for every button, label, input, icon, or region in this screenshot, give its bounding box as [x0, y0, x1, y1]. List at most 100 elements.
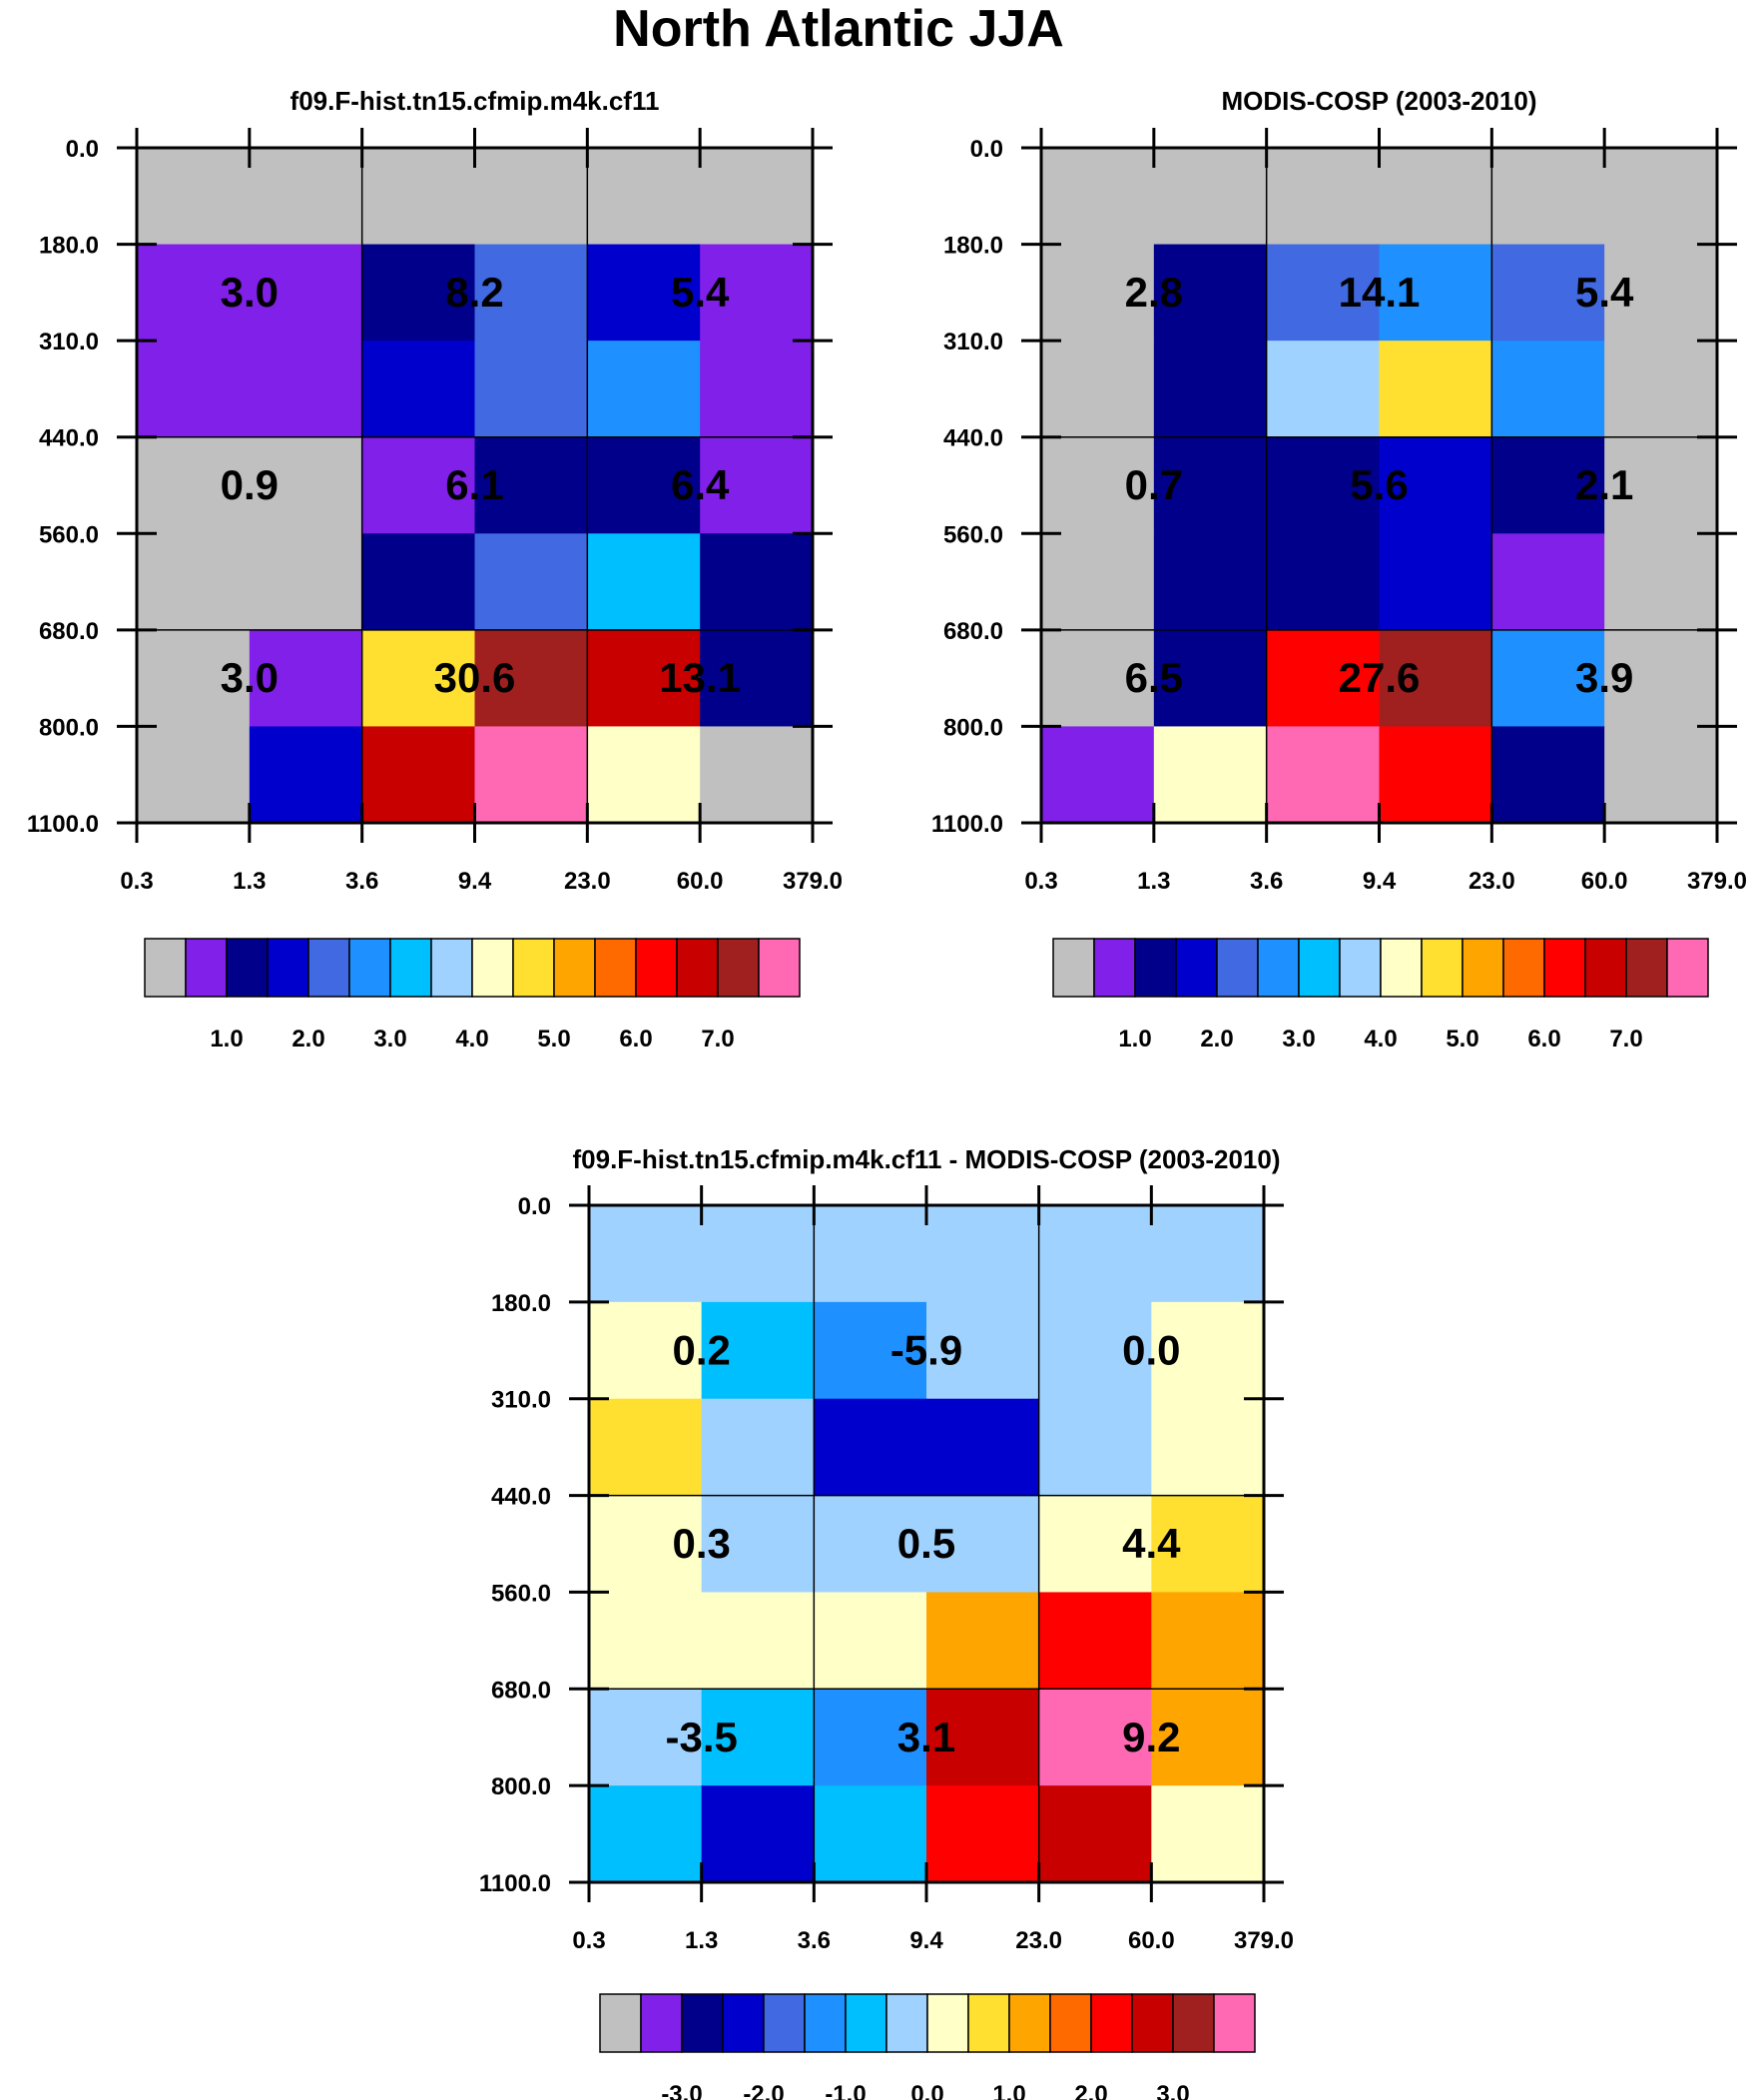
colorbar-swatch [885, 1993, 928, 2053]
box-value-label: 8.2 [445, 269, 503, 316]
box-value-label: 13.1 [659, 654, 741, 701]
heatmap-cell [361, 726, 476, 824]
heatmap-cell [1041, 436, 1155, 534]
colorbar-swatch [1502, 938, 1545, 998]
heatmap-cell [700, 148, 814, 246]
x-tick-label: 3.6 [345, 868, 378, 895]
heatmap-cell [926, 1301, 1040, 1400]
colorbar-swatch [430, 938, 473, 998]
heatmap-cell [1379, 726, 1492, 824]
heatmap-cell [1151, 1205, 1265, 1303]
x-tick-label: 0.3 [572, 1927, 605, 1954]
heatmap-cell [587, 629, 701, 728]
colorbar-swatch [681, 1993, 724, 2053]
colorbar-swatch [1380, 938, 1423, 998]
heatmap-cell [587, 244, 701, 342]
heatmap-cell [814, 1301, 927, 1400]
heatmap-cell [589, 1689, 703, 1786]
colorbar-label: 1.0 [210, 1026, 243, 1052]
heatmap-cell [474, 436, 588, 534]
heatmap-cell [701, 1785, 815, 1883]
x-tick-label: 379.0 [1234, 1927, 1294, 1954]
heatmap-cell [1266, 436, 1381, 534]
figure-title: North Atlantic JJA [613, 0, 1064, 58]
heatmap-cell [1038, 1398, 1152, 1497]
heatmap-cell [587, 726, 701, 824]
heatmap-cell [1266, 726, 1381, 824]
heatmap-cell [1491, 629, 1605, 728]
x-tick-label: 379.0 [1687, 868, 1747, 895]
colorbar-label: 7.0 [1609, 1026, 1642, 1052]
heatmap-cell [701, 1495, 815, 1594]
colorbar-swatch [185, 938, 228, 998]
heatmap-cell [1041, 629, 1155, 728]
colorbar-swatch [758, 938, 801, 998]
box-value-label: 30.6 [434, 654, 516, 701]
heatmap-cell [1266, 341, 1381, 438]
y-tick-label: 180.0 [39, 233, 99, 260]
colorbar-label: -3.0 [661, 2081, 702, 2100]
box-value-label: 0.3 [672, 1520, 730, 1567]
y-tick-label: 440.0 [39, 425, 99, 452]
heatmap-cell [1151, 1592, 1265, 1690]
heatmap-cell [814, 1592, 927, 1690]
heatmap-cell [814, 1495, 927, 1594]
x-tick-label: 3.6 [798, 1927, 831, 1954]
heatmap-cell [249, 533, 363, 631]
heatmap-cell [1491, 341, 1605, 438]
heatmap-cell [1604, 341, 1718, 438]
y-tick-label: 180.0 [943, 233, 1003, 260]
box-value-label: 2.8 [1125, 269, 1183, 316]
colorbar-swatch [1213, 1993, 1256, 2053]
heatmap-cell [1266, 148, 1381, 246]
box-value-label: 3.9 [1575, 654, 1633, 701]
heatmap-cell [1151, 1398, 1265, 1497]
colorbar-swatch [1462, 938, 1504, 998]
heatmap-cell [1491, 148, 1605, 246]
y-tick-label: 310.0 [491, 1387, 551, 1414]
heatmap-cell [361, 533, 476, 631]
heatmap-cell [589, 1785, 703, 1883]
y-tick-label: 800.0 [491, 1773, 551, 1800]
y-tick-label: 680.0 [491, 1677, 551, 1704]
colorbar-swatch [1257, 938, 1300, 998]
x-tick-label: 60.0 [1128, 1927, 1175, 1954]
heatmap-cell [249, 244, 363, 342]
heatmap-cell [249, 629, 363, 728]
y-tick-label: 440.0 [491, 1484, 551, 1511]
heatmap-cell [1379, 244, 1492, 342]
box-value-label: 9.2 [1122, 1714, 1180, 1760]
colorbar-label: 5.0 [1446, 1026, 1478, 1052]
colorbar-swatch [845, 1993, 887, 2053]
box-value-label: 27.6 [1339, 654, 1421, 701]
colorbar-label: 4.0 [455, 1026, 488, 1052]
heatmap-cell [814, 1205, 927, 1303]
heatmap-cell [1153, 341, 1268, 438]
y-tick-label: 1100.0 [931, 811, 1003, 838]
box-value-label: 0.7 [1125, 461, 1183, 508]
colorbar-swatch [1052, 938, 1095, 998]
heatmap-cell [361, 629, 476, 728]
x-tick-label: 60.0 [1581, 868, 1628, 895]
box-value-label: 5.4 [671, 269, 730, 316]
x-tick-label: 9.4 [909, 1927, 943, 1954]
y-tick-label: 440.0 [943, 425, 1003, 452]
colorbar-label: 2.0 [1074, 2081, 1107, 2100]
heatmap-cell [1491, 533, 1605, 631]
box-value-label: 3.0 [221, 269, 279, 316]
heatmap-cell [700, 629, 814, 728]
heatmap-cell [1038, 1205, 1152, 1303]
y-tick-label: 1100.0 [27, 811, 99, 838]
heatmap-cell [1153, 726, 1268, 824]
heatmap-cell [137, 244, 251, 342]
colorbar-swatch [722, 1993, 765, 2053]
box-value-label: 0.0 [1122, 1326, 1180, 1373]
heatmap-cell [701, 1689, 815, 1786]
heatmap-cell [700, 244, 814, 342]
heatmap-cell [1038, 1495, 1152, 1594]
colorbar-swatch [1543, 938, 1586, 998]
heatmap-cell [361, 148, 476, 246]
colorbar-swatch [144, 938, 187, 998]
panel-2: MODIS-COSP (2003-2010) 0.0 180.0 310.0 440.0… [931, 86, 1747, 1052]
